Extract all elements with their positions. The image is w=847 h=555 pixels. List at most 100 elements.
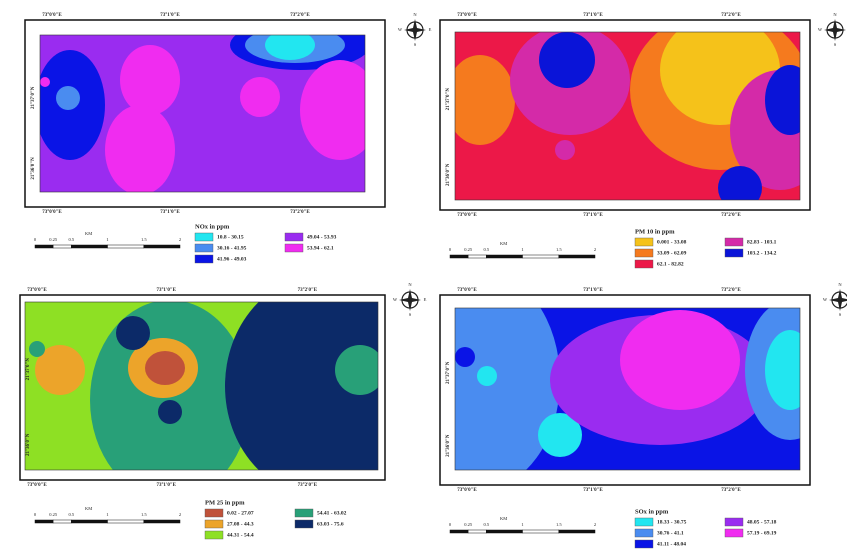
zone [158, 400, 182, 424]
scale-label: 1.5 [556, 522, 562, 527]
scale-label: 1 [521, 247, 523, 252]
scale-segment [52, 244, 72, 249]
y-coord-label: 21°36'0"N [31, 157, 36, 180]
scale-segment [522, 254, 559, 259]
compass-letter: S [839, 312, 842, 317]
scale-label: 2 [594, 522, 596, 527]
scale-label: 1.5 [141, 512, 147, 517]
zone [35, 345, 85, 395]
scale-segment [486, 529, 523, 534]
legend-label: 44.31 - 54.4 [227, 532, 254, 538]
legend-label: 0.02 - 27.07 [227, 510, 254, 516]
scale-segment [486, 254, 523, 259]
scale-label: 0 [34, 237, 37, 242]
zone [300, 60, 365, 160]
zone [240, 77, 280, 117]
legend-label: 48.05 - 57.18 [747, 519, 777, 525]
zone [555, 140, 575, 160]
zone [455, 347, 475, 367]
legend-swatch [724, 237, 744, 247]
zone [40, 77, 50, 87]
compass-letter: W [823, 297, 828, 302]
y-coord-label: 21°36'0"N [26, 433, 31, 456]
zone [105, 105, 175, 192]
legend-title: PM 10 in ppm [635, 228, 675, 235]
x-coord-label: 73°0'0"E [457, 488, 477, 493]
x-coord-label: 73°0'0"E [457, 213, 477, 218]
x-coord-label: 73°2'0"E [721, 488, 741, 493]
compass-star [829, 289, 847, 311]
compass-letter: W [398, 27, 403, 32]
map-border [24, 301, 379, 471]
compass-letter: W [818, 27, 823, 32]
scale-label: 0.25 [464, 247, 473, 252]
map-surface [40, 35, 365, 192]
scale-label: 2 [179, 237, 181, 242]
zone [29, 341, 45, 357]
x-coord-label: 73°2'0"E [721, 13, 741, 18]
legend-swatch [204, 530, 224, 540]
x-coord-label: 73°2'0"E [290, 13, 310, 18]
scale-label: 2 [179, 512, 181, 517]
legend-label: 63.03 - 75.6 [317, 521, 344, 527]
scale-unit: KM [85, 506, 92, 511]
scale-segment [449, 529, 469, 534]
x-coord-label: 73°0'0"E [457, 288, 477, 293]
zone [455, 308, 560, 470]
zone [539, 32, 595, 88]
scale-unit: KM [500, 241, 507, 246]
scale-label: 0.5 [68, 512, 74, 517]
y-coord-label: 21°36'0"N [446, 434, 451, 457]
x-coord-label: 73°2'0"E [721, 288, 741, 293]
zone [477, 366, 497, 386]
scale-label: 2 [594, 247, 596, 252]
zone [335, 345, 378, 395]
x-coord-label: 73°0'0"E [42, 13, 62, 18]
map-border [454, 31, 801, 201]
map-border [454, 307, 801, 471]
scale-label: 0.5 [483, 522, 489, 527]
legend-label: 0.001 - 33.08 [657, 239, 687, 245]
scale-label: 0.5 [68, 237, 74, 242]
legend-label: 41.96 - 49.03 [217, 256, 247, 262]
scale-label: 1 [521, 522, 523, 527]
compass-letter: S [414, 42, 417, 47]
legend-swatch [634, 259, 654, 269]
scale-label: 1 [106, 237, 108, 242]
scale-label: 0.5 [483, 247, 489, 252]
y-coord-label: 21°36'0"N [446, 163, 451, 186]
zone [765, 330, 800, 410]
zone [718, 166, 762, 200]
zone [225, 302, 378, 470]
compass-letter: E [424, 297, 427, 302]
scale-unit: KM [500, 516, 507, 521]
x-coord-label: 73°0'0"E [42, 210, 62, 215]
scale-label: 0 [34, 512, 37, 517]
y-coord-label: 21°37'0"N [446, 88, 451, 111]
scale-label: 1 [106, 512, 108, 517]
legend-title: PM 25 in ppm [205, 499, 245, 506]
scale-segment [107, 244, 144, 249]
compass-letter: W [393, 297, 398, 302]
scale-segment [558, 529, 596, 534]
zone [455, 55, 515, 145]
x-coord-label: 73°1'0"E [583, 288, 603, 293]
scale-segment [143, 244, 181, 249]
scale-label: 0 [449, 522, 452, 527]
x-coord-label: 73°1'0"E [156, 288, 176, 293]
zone [145, 351, 185, 385]
legend-label: 82.83 - 103.1 [747, 239, 777, 245]
x-coord-label: 73°0'0"E [27, 483, 47, 488]
x-coord-label: 73°2'0"E [721, 213, 741, 218]
compass-star [399, 289, 421, 311]
x-coord-label: 73°2'0"E [290, 210, 310, 215]
scale-label: 0 [449, 247, 452, 252]
zone [538, 413, 582, 457]
legend-label: 10.8 - 30.15 [217, 234, 244, 240]
scale-segment [107, 519, 144, 524]
scale-segment [71, 244, 108, 249]
scale-segment [449, 254, 469, 259]
map-surface [455, 32, 800, 200]
scale-segment [467, 529, 487, 534]
x-coord-label: 73°1'0"E [160, 13, 180, 18]
